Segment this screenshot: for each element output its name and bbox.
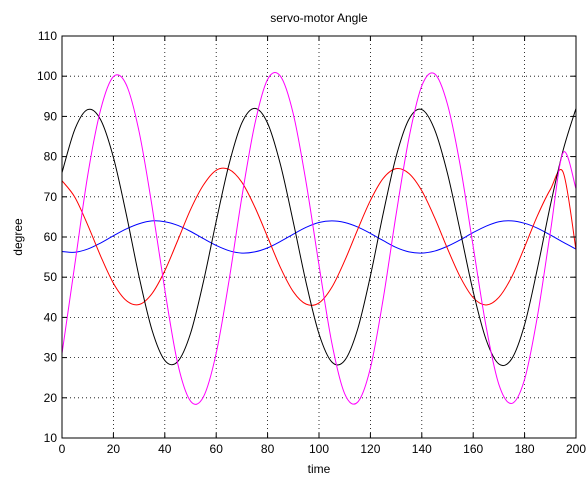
x-tick-label: 60 [210, 442, 224, 456]
x-tick-label: 180 [515, 442, 535, 456]
y-tick-label: 70 [44, 190, 58, 204]
x-tick-label: 20 [107, 442, 121, 456]
x-tick-labels: 0 20 40 60 80 100 120 140 160 180 200 [59, 442, 586, 456]
tick-marks [61, 35, 577, 439]
y-tick-label: 80 [44, 150, 58, 164]
y-tick-labels: 10 20 30 40 50 60 70 80 90 100 110 [37, 29, 57, 445]
series-layer [61, 72, 577, 405]
x-tick-label: 140 [412, 442, 432, 456]
series-line-1 [61, 220, 577, 254]
x-tick-label: 100 [309, 442, 329, 456]
y-axis-label: degree [11, 218, 25, 256]
grid-lines [62, 36, 576, 438]
x-tick-label: 120 [360, 442, 380, 456]
y-tick-label: 10 [44, 431, 58, 445]
x-tick-label: 80 [261, 442, 275, 456]
x-tick-label: 200 [566, 442, 586, 456]
y-tick-label: 110 [38, 29, 57, 43]
x-tick-label: 40 [158, 442, 172, 456]
x-axis-label: time [308, 462, 331, 476]
chart-title: servo-motor Angle [270, 11, 368, 25]
series-line-4 [61, 72, 577, 405]
y-tick-label: 90 [44, 109, 58, 123]
x-tick-label: 160 [463, 442, 483, 456]
x-tick-label: 0 [59, 442, 66, 456]
y-tick-label: 60 [44, 230, 58, 244]
y-tick-label: 100 [37, 69, 57, 83]
y-tick-label: 40 [44, 310, 58, 324]
y-tick-label: 50 [44, 270, 58, 284]
series-line-2 [61, 167, 577, 306]
y-tick-label: 30 [44, 351, 58, 365]
y-tick-label: 20 [44, 391, 58, 405]
